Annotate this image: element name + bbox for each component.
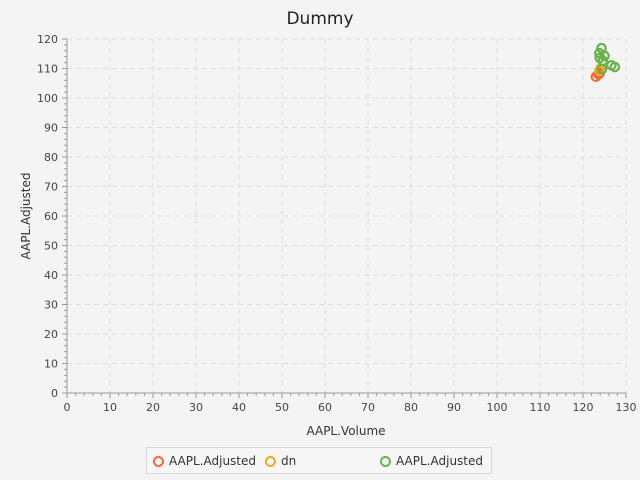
axes: 0 10 20 30 40 50 60 70 80 90 100 110 120 130 0 10 20 30 40… <box>37 33 637 414</box>
legend-item-1: dn <box>265 454 296 468</box>
x-tick-label-4: 40 <box>232 401 246 414</box>
legend-item-2: AAPL.Adjusted <box>380 454 483 468</box>
x-tick-label-13: 130 <box>616 401 637 414</box>
y-tick-label-6: 60 <box>44 210 58 223</box>
chart-title: Dummy <box>286 9 353 29</box>
y-axis-label: AAPL.Adjusted <box>19 173 33 260</box>
y-tick-label-2: 20 <box>44 328 58 341</box>
y-tick-label-11: 110 <box>37 63 58 76</box>
x-tick-label-1: 10 <box>103 401 117 414</box>
x-axis-label: AAPL.Volume <box>306 424 385 438</box>
x-tick-label-6: 60 <box>318 401 332 414</box>
legend-marker-2 <box>380 455 391 467</box>
x-tick-label-9: 90 <box>447 401 461 414</box>
point-series-2-3 <box>599 50 610 62</box>
legend-marker-1 <box>265 455 276 467</box>
y-tick-label-5: 50 <box>44 240 58 253</box>
legend-label-1: dn <box>281 454 297 468</box>
x-tick-label-11: 110 <box>530 401 551 414</box>
legend-item-0: AAPL.Adjusted <box>153 454 256 468</box>
y-tick-label-1: 10 <box>44 358 58 371</box>
x-tick-label-2: 20 <box>146 401 160 414</box>
y-tick-label-4: 40 <box>44 269 58 282</box>
legend-label-2: AAPL.Adjusted <box>396 454 483 468</box>
x-tick-label-12: 120 <box>573 401 594 414</box>
x-tick-label-7: 70 <box>361 401 375 414</box>
x-tick-label-5: 50 <box>275 401 289 414</box>
point-series-2-7 <box>596 63 608 75</box>
y-tick-label-8: 80 <box>44 151 58 164</box>
point-series-2-6 <box>609 61 621 73</box>
legend-marker-0 <box>153 455 164 467</box>
data-points <box>590 42 621 83</box>
legend: AAPL.Adjusted dn AAPL.Adjusted <box>146 447 492 474</box>
x-tick-label-3: 30 <box>189 401 203 414</box>
y-tick-label-10: 100 <box>37 92 58 105</box>
legend-label-0: AAPL.Adjusted <box>169 454 256 468</box>
y-tick-label-9: 90 <box>44 122 58 135</box>
y-tick-label-12: 120 <box>37 33 58 46</box>
x-tick-label-10: 100 <box>487 401 508 414</box>
x-tick-label-8: 80 <box>404 401 418 414</box>
grid <box>66 38 627 394</box>
y-tick-label-7: 70 <box>44 181 58 194</box>
y-tick-label-3: 30 <box>44 299 58 312</box>
y-tick-label-0: 0 <box>51 387 58 400</box>
x-tick-label-0: 0 <box>64 401 71 414</box>
